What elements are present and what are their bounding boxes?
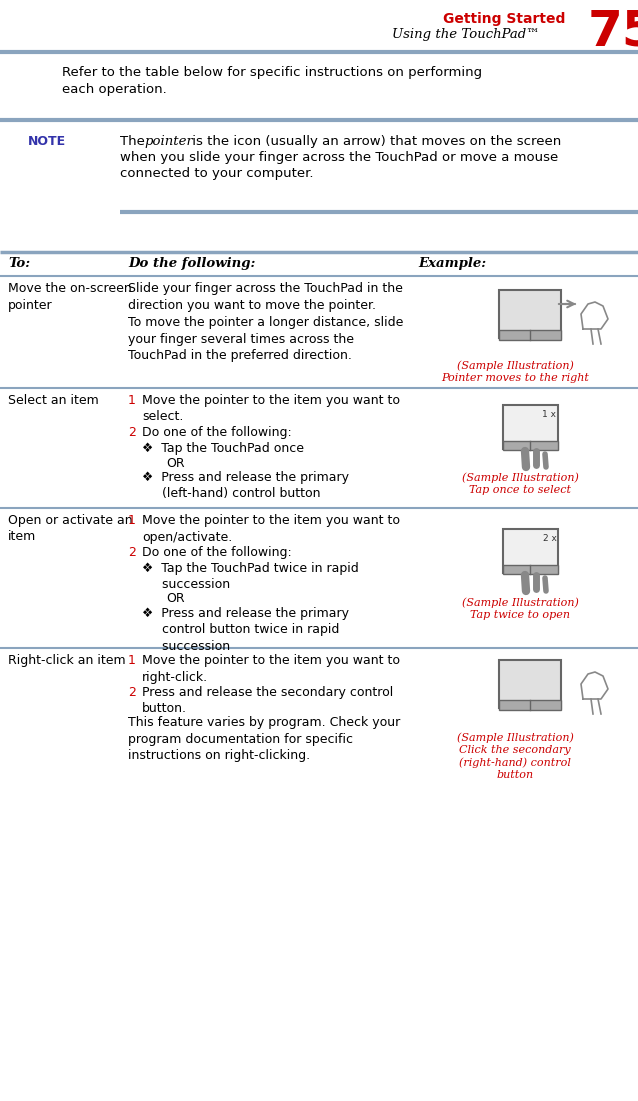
FancyBboxPatch shape	[499, 659, 561, 708]
FancyBboxPatch shape	[503, 528, 558, 573]
Text: OR: OR	[166, 592, 184, 606]
Text: (Sample Illustration)
Pointer moves to the right: (Sample Illustration) Pointer moves to t…	[441, 360, 589, 383]
Text: Move the pointer to the item you want to
open/activate.: Move the pointer to the item you want to…	[142, 514, 400, 544]
Text: Move the on-screen
pointer: Move the on-screen pointer	[8, 282, 132, 312]
FancyBboxPatch shape	[503, 405, 558, 449]
Text: ❖  Press and release the primary
     (left-hand) control button: ❖ Press and release the primary (left-ha…	[142, 471, 349, 501]
Text: 2: 2	[128, 686, 136, 699]
Text: (Sample Illustration)
Tap twice to open: (Sample Illustration) Tap twice to open	[461, 597, 579, 620]
Text: OR: OR	[166, 457, 184, 470]
Text: Slide your finger across the TouchPad in the
direction you want to move the poin: Slide your finger across the TouchPad in…	[128, 282, 403, 312]
Bar	[503, 565, 558, 574]
Text: Example:: Example:	[418, 257, 486, 270]
Text: Do one of the following:: Do one of the following:	[142, 426, 292, 439]
FancyBboxPatch shape	[499, 290, 561, 338]
Text: pointer: pointer	[144, 135, 193, 148]
Text: Select an item: Select an item	[8, 394, 99, 407]
Bar	[499, 330, 561, 340]
Text: Getting Started: Getting Started	[443, 12, 565, 26]
Text: 2: 2	[128, 426, 136, 439]
Text: (Sample Illustration)
Tap once to select: (Sample Illustration) Tap once to select	[461, 472, 579, 495]
Text: 1: 1	[128, 654, 136, 667]
Text: Refer to the table below for specific instructions on performing
each operation.: Refer to the table below for specific in…	[62, 66, 482, 97]
Text: 75: 75	[587, 8, 638, 56]
Text: Move the pointer to the item you want to
right-click.: Move the pointer to the item you want to…	[142, 654, 400, 684]
Text: (Sample Illustration)
Click the secondary
(right-hand) control
button: (Sample Illustration) Click the secondar…	[457, 732, 574, 781]
Text: 1: 1	[128, 394, 136, 407]
Text: ❖  Tap the TouchPad twice in rapid
     succession: ❖ Tap the TouchPad twice in rapid succes…	[142, 562, 359, 591]
Text: Do the following:: Do the following:	[128, 257, 255, 270]
Text: is the icon (usually an arrow) that moves on the screen: is the icon (usually an arrow) that move…	[188, 135, 561, 148]
Text: Using the TouchPad™: Using the TouchPad™	[392, 28, 540, 41]
Text: Open or activate an
item: Open or activate an item	[8, 514, 133, 544]
Text: 2 x: 2 x	[542, 534, 556, 543]
Text: Press and release the secondary control
button.: Press and release the secondary control …	[142, 686, 393, 716]
Text: 1 x: 1 x	[542, 410, 556, 419]
Text: 1: 1	[128, 514, 136, 527]
Text: This feature varies by program. Check your
program documentation for specific
in: This feature varies by program. Check yo…	[128, 716, 400, 762]
Text: NOTE: NOTE	[28, 135, 66, 148]
Text: The: The	[120, 135, 149, 148]
Text: Do one of the following:: Do one of the following:	[142, 546, 292, 559]
Text: when you slide your finger across the TouchPad or move a mouse: when you slide your finger across the To…	[120, 151, 558, 164]
Text: ❖  Tap the TouchPad once: ❖ Tap the TouchPad once	[142, 442, 304, 455]
Text: 2: 2	[128, 546, 136, 559]
Text: Move the pointer to the item you want to
select.: Move the pointer to the item you want to…	[142, 394, 400, 424]
Text: ❖  Press and release the primary
     control button twice in rapid
     success: ❖ Press and release the primary control …	[142, 607, 349, 653]
Text: To move the pointer a longer distance, slide
your finger several times across th: To move the pointer a longer distance, s…	[128, 316, 403, 362]
Text: Right-click an item: Right-click an item	[8, 654, 126, 667]
Text: To:: To:	[8, 257, 30, 270]
Bar	[503, 442, 558, 450]
Text: connected to your computer.: connected to your computer.	[120, 167, 313, 179]
Bar	[499, 700, 561, 710]
